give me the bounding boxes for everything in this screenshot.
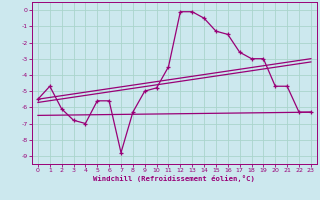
- X-axis label: Windchill (Refroidissement éolien,°C): Windchill (Refroidissement éolien,°C): [93, 175, 255, 182]
